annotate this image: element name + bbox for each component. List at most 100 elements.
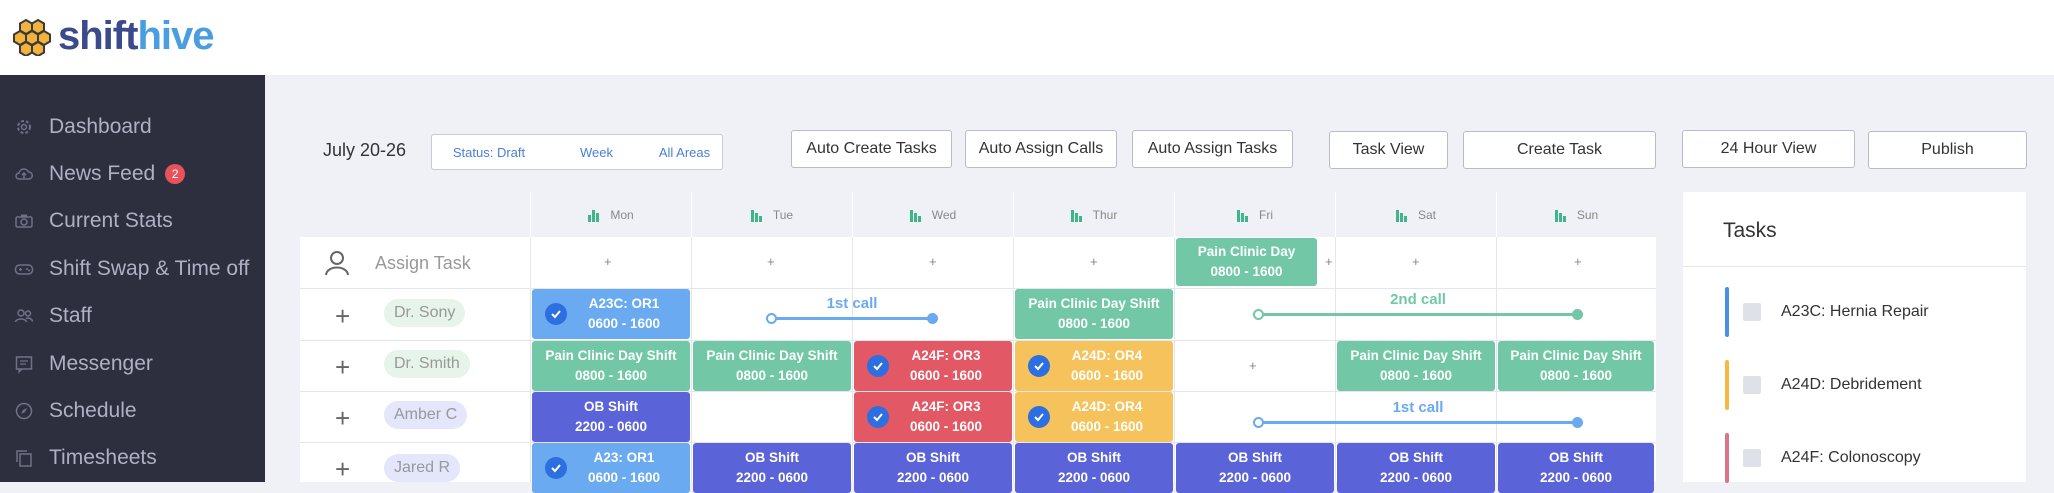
shift-card[interactable]: A24D: OR4 0600 - 1600 (1015, 341, 1173, 391)
shift-time: 0800 - 1600 (735, 368, 809, 383)
shift-time: 0600 - 1600 (909, 368, 983, 383)
task-checkbox[interactable] (1743, 449, 1761, 467)
task-item[interactable]: A24D: Debridement (1725, 360, 1922, 410)
shift-card[interactable]: A24D: OR4 0600 - 1600 (1015, 392, 1173, 442)
auto-create-tasks-button[interactable]: Auto Create Tasks (791, 130, 952, 168)
logo[interactable]: shifthive (12, 14, 214, 58)
grid-divider (1013, 237, 1014, 482)
call-start-dot (1253, 309, 1264, 320)
bar-chart-icon (909, 208, 922, 222)
shift-card[interactable]: Pain Clinic Day 0800 - 1600 (1176, 238, 1317, 286)
sidebar-item-shift-swap[interactable]: Shift Swap & Time off (14, 254, 249, 284)
shift-time: 0600 - 1600 (909, 419, 983, 434)
add-task-mon-button[interactable]: + (604, 254, 612, 269)
auto-assign-calls-button[interactable]: Auto Assign Calls (965, 130, 1117, 168)
shift-card[interactable]: A23C: OR1 0600 - 1600 (532, 289, 690, 339)
add-row-button[interactable]: + (335, 352, 351, 382)
add-task-thur-button[interactable]: + (1090, 254, 1098, 269)
shift-card[interactable]: OB Shift 2200 - 0600 (1015, 443, 1173, 493)
add-row-button[interactable]: + (335, 403, 351, 433)
shift-card[interactable]: Pain Clinic Day Shift 0800 - 1600 (693, 341, 851, 391)
publish-button[interactable]: Publish (1868, 131, 2027, 169)
sidebar-item-news-feed[interactable]: News Feed 2 (14, 159, 186, 189)
day-label: Sun (1576, 207, 1599, 222)
shift-card[interactable]: Pain Clinic Day Shift 0800 - 1600 (1498, 341, 1654, 391)
shift-card[interactable]: OB Shift 2200 - 0600 (1337, 443, 1495, 493)
add-task-fri-button[interactable]: + (1325, 254, 1333, 269)
day-label: Thur (1092, 207, 1118, 222)
shift-card[interactable]: Pain Clinic Day Shift 0800 - 1600 (1337, 341, 1495, 391)
call-end-dot (927, 313, 938, 324)
task-checkbox[interactable] (1743, 303, 1761, 321)
shift-card[interactable]: OB Shift 2200 - 0600 (1498, 443, 1654, 493)
sidebar-item-staff[interactable]: Staff (14, 301, 92, 331)
grid-divider (300, 442, 1656, 443)
view-dropdown[interactable]: Week (546, 134, 648, 170)
shift-card[interactable]: A23: OR1 0600 - 1600 (532, 443, 690, 493)
add-row-button[interactable]: + (335, 454, 351, 484)
24-hour-view-button[interactable]: 24 Hour View (1682, 130, 1855, 168)
add-shift-button[interactable]: + (1249, 358, 1257, 373)
add-task-tue-button[interactable]: + (767, 254, 775, 269)
person-chip[interactable]: Dr. Sony (384, 299, 466, 327)
day-header-wed: Wed (853, 192, 1013, 237)
add-task-sun-button[interactable]: + (1574, 254, 1582, 269)
bar-chart-icon (750, 208, 763, 222)
shift-time: 2200 - 0600 (1057, 470, 1131, 485)
shift-title: A24D: OR4 (1071, 348, 1143, 363)
sidebar-item-current-stats[interactable]: Current Stats (14, 206, 173, 236)
add-task-sat-button[interactable]: + (1412, 254, 1420, 269)
add-task-wed-button[interactable]: + (929, 254, 937, 269)
shift-title: A24D: OR4 (1071, 399, 1143, 414)
call-assignment[interactable]: 1st call (1253, 399, 1583, 428)
bar-chart-icon (588, 208, 600, 222)
task-item[interactable]: A24F: Colonoscopy (1725, 433, 1921, 483)
sidebar-item-messenger[interactable]: Messenger (14, 349, 153, 379)
day-header-tue: Tue (692, 192, 852, 237)
users-icon (14, 306, 34, 326)
shift-title: OB Shift (906, 450, 960, 465)
call-line (770, 317, 934, 320)
shift-card[interactable]: A24F: OR3 0600 - 1600 (854, 392, 1012, 442)
status-dropdown[interactable]: Status: Draft (431, 134, 547, 170)
task-item[interactable]: A23C: Hernia Repair (1725, 287, 1929, 337)
shift-title: A23: OR1 (593, 450, 655, 465)
logo-hive-text: hive (137, 14, 214, 58)
task-view-button[interactable]: Task View (1329, 131, 1448, 169)
day-header-mon: Mon (531, 192, 691, 237)
create-task-button[interactable]: Create Task (1463, 131, 1656, 169)
call-label: 1st call (1392, 399, 1444, 416)
sidebar-item-schedule[interactable]: Schedule (14, 396, 137, 426)
bar-chart-icon (1237, 208, 1249, 222)
sidebar-item-label: Schedule (49, 399, 137, 422)
person-chip[interactable]: Dr. Smith (384, 350, 470, 378)
top-bar: shifthive (0, 0, 2054, 75)
areas-dropdown[interactable]: All Areas (647, 134, 723, 170)
shift-card[interactable]: OB Shift 2200 - 0600 (532, 392, 690, 442)
shift-title: Pain Clinic Day Shift (1350, 348, 1482, 363)
copy-icon (14, 448, 34, 468)
shift-card[interactable]: OB Shift 2200 - 0600 (1176, 443, 1334, 493)
add-row-button[interactable]: + (335, 301, 351, 331)
shift-time: 0800 - 1600 (1057, 316, 1131, 331)
shift-title: Pain Clinic Day (1197, 244, 1296, 259)
call-assignment[interactable]: 1st call (766, 295, 938, 324)
shift-card[interactable]: Pain Clinic Day Shift 0800 - 1600 (1015, 289, 1173, 339)
day-header-sat: Sat (1336, 192, 1496, 237)
call-assignment[interactable]: 2nd call (1253, 291, 1583, 320)
shift-card[interactable]: A24F: OR3 0600 - 1600 (854, 341, 1012, 391)
sidebar-item-timesheets[interactable]: Timesheets (14, 443, 157, 473)
task-checkbox[interactable] (1743, 376, 1761, 394)
person-chip[interactable]: Amber C (384, 401, 468, 429)
shift-card[interactable]: OB Shift 2200 - 0600 (854, 443, 1012, 493)
sidebar-item-dashboard[interactable]: Dashboard (14, 112, 152, 142)
camera-icon (14, 211, 34, 231)
person-chip[interactable]: Jared R (384, 454, 461, 482)
shift-card[interactable]: Pain Clinic Day Shift 0800 - 1600 (532, 341, 690, 391)
shift-title: Pain Clinic Day Shift (706, 348, 838, 363)
task-color-bar (1725, 287, 1729, 337)
shift-time: 0800 - 1600 (1539, 368, 1613, 383)
shift-card[interactable]: OB Shift 2200 - 0600 (693, 443, 851, 493)
grid-divider (530, 237, 531, 482)
auto-assign-tasks-button[interactable]: Auto Assign Tasks (1132, 130, 1293, 168)
